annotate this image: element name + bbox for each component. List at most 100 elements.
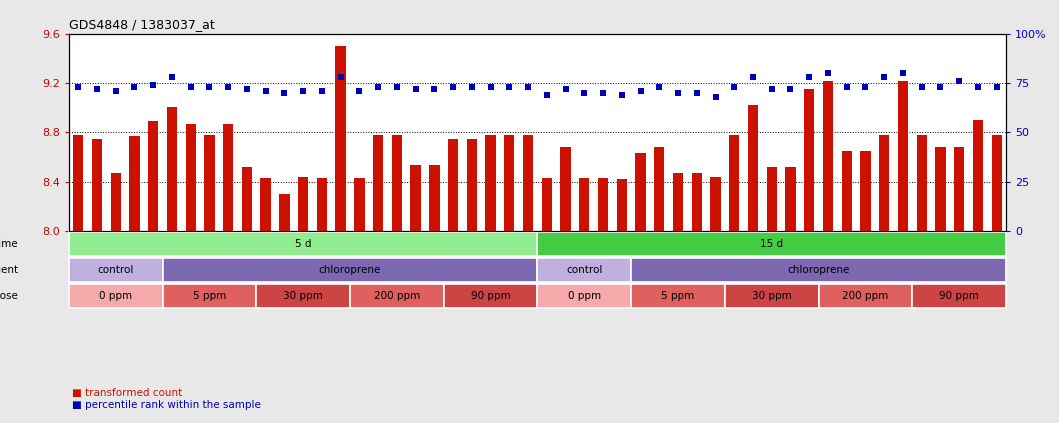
Point — [351, 88, 367, 94]
Bar — [523, 135, 534, 231]
Point — [107, 88, 124, 94]
Text: dose: dose — [0, 291, 18, 301]
Text: 200 ppm: 200 ppm — [374, 291, 420, 301]
Bar — [349, 284, 444, 308]
Bar — [373, 135, 383, 231]
Point — [294, 88, 311, 94]
Bar — [631, 258, 1006, 282]
Text: chloroprene: chloroprene — [788, 265, 849, 275]
Point — [557, 86, 574, 93]
Bar — [241, 167, 252, 231]
Bar — [411, 165, 420, 231]
Point — [182, 84, 199, 91]
Point — [725, 84, 742, 91]
Bar — [541, 178, 552, 231]
Bar — [692, 173, 702, 231]
Point — [407, 86, 424, 93]
Point — [764, 86, 780, 93]
Bar — [163, 258, 538, 282]
Point — [313, 88, 330, 94]
Text: ■ percentile rank within the sample: ■ percentile rank within the sample — [72, 400, 261, 410]
Text: 200 ppm: 200 ppm — [842, 291, 889, 301]
Bar — [913, 284, 1006, 308]
Point — [688, 90, 705, 96]
Bar — [598, 178, 608, 231]
Text: 5 ppm: 5 ppm — [662, 291, 695, 301]
Bar — [879, 135, 890, 231]
Text: 30 ppm: 30 ppm — [283, 291, 323, 301]
Bar — [69, 232, 538, 256]
Bar — [148, 121, 159, 231]
Bar — [110, 173, 121, 231]
Point — [895, 70, 912, 77]
Text: 30 ppm: 30 ppm — [752, 291, 792, 301]
Text: 90 ppm: 90 ppm — [470, 291, 510, 301]
Point — [370, 84, 387, 91]
Bar — [729, 135, 739, 231]
Point — [782, 86, 798, 93]
Point — [969, 84, 986, 91]
Bar — [354, 178, 364, 231]
Point — [576, 90, 593, 96]
Bar — [538, 284, 631, 308]
Point — [876, 74, 893, 81]
Point — [801, 74, 818, 81]
Bar — [69, 258, 163, 282]
Point — [482, 84, 499, 91]
Bar — [317, 178, 327, 231]
Bar — [298, 177, 308, 231]
Bar — [935, 147, 946, 231]
Bar — [185, 124, 196, 231]
Bar — [616, 179, 627, 231]
Bar — [69, 284, 163, 308]
Point — [426, 86, 443, 93]
Bar — [538, 258, 631, 282]
Bar — [467, 139, 477, 231]
Bar — [860, 151, 870, 231]
Text: GDS4848 / 1383037_at: GDS4848 / 1383037_at — [69, 18, 215, 31]
Text: 0 ppm: 0 ppm — [100, 291, 132, 301]
Point — [126, 84, 143, 91]
Bar — [261, 178, 271, 231]
Point — [932, 84, 949, 91]
Text: 90 ppm: 90 ppm — [939, 291, 980, 301]
Point — [613, 92, 630, 99]
Bar — [73, 135, 84, 231]
Bar — [804, 89, 814, 231]
Text: time: time — [0, 239, 18, 249]
Bar — [392, 135, 402, 231]
Point — [669, 90, 686, 96]
Bar — [444, 284, 538, 308]
Point — [219, 84, 236, 91]
Text: 15 d: 15 d — [760, 239, 784, 249]
Point — [820, 70, 837, 77]
Text: 5 d: 5 d — [294, 239, 311, 249]
Bar — [163, 284, 256, 308]
Bar — [916, 135, 927, 231]
Point — [501, 84, 518, 91]
Point — [538, 92, 555, 99]
Bar — [748, 105, 758, 231]
Text: control: control — [97, 265, 133, 275]
Bar — [538, 232, 1006, 256]
Bar — [204, 135, 215, 231]
Bar — [711, 177, 721, 231]
Bar — [954, 147, 965, 231]
Text: control: control — [567, 265, 603, 275]
Bar — [786, 167, 795, 231]
Point — [520, 84, 537, 91]
Bar — [166, 107, 177, 231]
Point — [445, 84, 462, 91]
Point — [464, 84, 481, 91]
Point — [857, 84, 874, 91]
Text: 0 ppm: 0 ppm — [568, 291, 600, 301]
Bar — [448, 139, 459, 231]
Point — [594, 90, 611, 96]
Point — [70, 84, 87, 91]
Point — [389, 84, 406, 91]
Bar — [256, 284, 349, 308]
Bar — [485, 135, 496, 231]
Bar — [429, 165, 439, 231]
Text: ■ transformed count: ■ transformed count — [72, 387, 182, 398]
Point — [913, 84, 930, 91]
